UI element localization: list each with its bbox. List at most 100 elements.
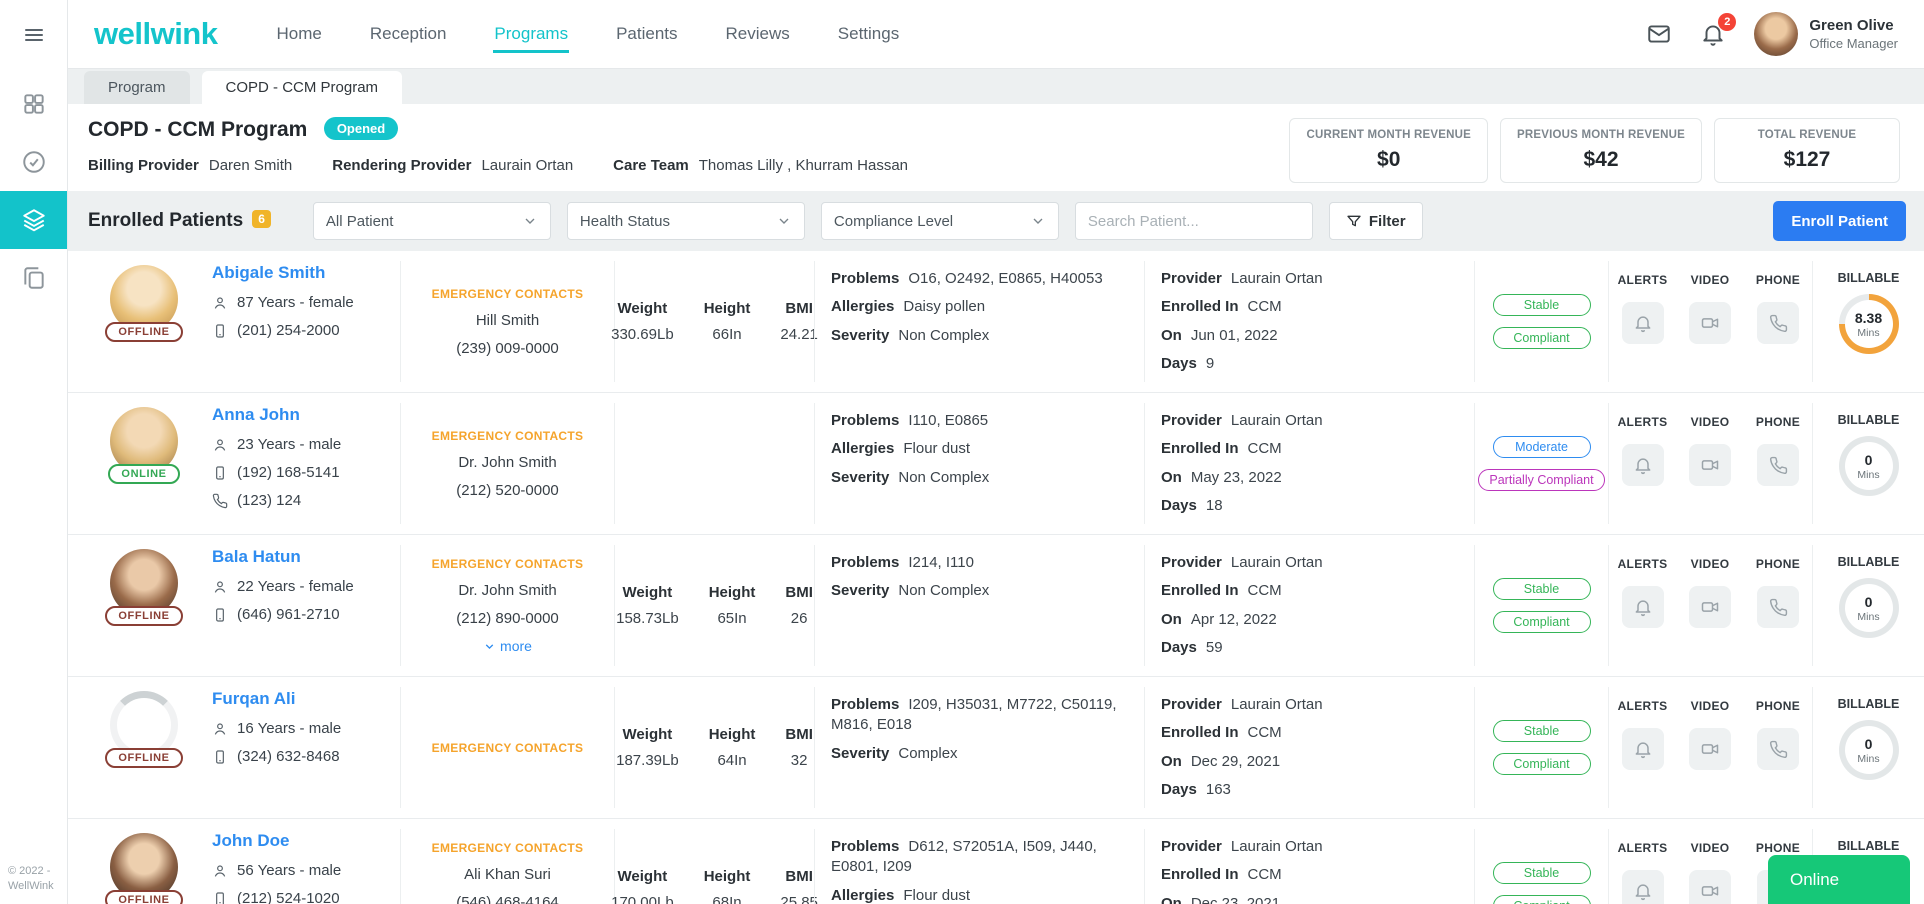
alerts-label: ALERTS [1617,557,1668,571]
user-menu[interactable]: Green Olive Office Manager [1754,12,1898,56]
sidebar-item-tasks[interactable] [0,133,67,191]
patient-phone: (646) 961-2710 [237,606,340,623]
more-link[interactable]: more [483,638,532,654]
provider-label: Provider [1161,270,1222,287]
sidebar-item-programs[interactable] [0,191,67,249]
compliance-level-select[interactable]: Compliance Level [820,202,1059,240]
height-value: 68In [712,894,742,904]
main-content: Program COPD - CCM Program COPD - CCM Pr… [68,0,1924,904]
video-cell: VIDEO [1676,829,1744,904]
patient-name-link[interactable]: Abigale Smith [212,263,326,282]
patient-avatar[interactable] [110,549,178,617]
avatar-cell: OFFLINE [84,687,204,808]
enrollment-cell: Provider Laurain Ortan Enrolled In CCM On J… [1144,261,1474,382]
program-tabs: Program COPD - CCM Program [68,69,1924,104]
patient-name-link[interactable]: John Doe [212,831,290,850]
tab-copd-ccm-program[interactable]: COPD - CCM Program [201,71,403,104]
problems-label: Problems [831,554,900,571]
alerts-button[interactable] [1621,728,1664,770]
nav-item-reviews[interactable]: Reviews [725,23,790,43]
allergies-label: Allergies [831,298,895,316]
patient-name-link[interactable]: Anna John [212,405,300,424]
patient-count-badge: 6 [252,210,271,228]
nav-item-patients[interactable]: Patients [616,23,678,43]
nav-item-settings[interactable]: Settings [837,23,900,43]
search-input[interactable] [1074,202,1313,240]
enroll-patient-button[interactable]: Enroll Patient [1773,201,1906,241]
tab-program[interactable]: Program [84,71,190,104]
video-call-button[interactable] [1689,586,1731,628]
problems-cell: Problems D612, S72051A, I509, J440, E0801… [814,829,1144,904]
health-status-badge[interactable]: Moderate [1492,436,1591,458]
patient-avatar[interactable] [110,265,178,333]
video-call-button[interactable] [1689,728,1731,770]
patient-list: OFFLINE Abigale Smith 87 Years - female … [68,251,1924,904]
phone-call-button[interactable] [1757,302,1799,344]
alert-bell-icon [1633,739,1653,759]
weight-value: 158.73Lb [616,610,679,627]
patient-name-link[interactable]: Bala Hatun [212,547,301,566]
patient-filter-select[interactable]: All Patient [312,202,551,240]
patient-name-link[interactable]: Furqan Ali [212,689,296,708]
presence-badge: OFFLINE [105,890,183,904]
alerts-button[interactable] [1621,444,1664,486]
video-call-button[interactable] [1689,444,1731,486]
billable-cell: BILLABLE 0 Mins [1812,687,1924,808]
menu-icon[interactable] [0,0,67,69]
compliance-badge[interactable]: Partially Compliant [1478,469,1605,491]
nav-item-reception[interactable]: Reception [369,23,447,43]
compliance-badge[interactable]: Compliant [1492,895,1591,904]
health-status-badge[interactable]: Stable [1492,862,1591,884]
patient-avatar[interactable] [110,833,178,901]
alerts-button[interactable] [1621,870,1664,904]
phone-icon [212,493,228,509]
health-status-badge[interactable]: Stable [1492,720,1591,742]
patient-avatar[interactable] [110,407,178,475]
nav-item-home[interactable]: Home [276,23,322,43]
days-value: 163 [1205,780,1231,798]
billable-unit: Mins [1857,752,1880,765]
video-label: VIDEO [1690,273,1730,287]
phone-call-button[interactable] [1757,444,1799,486]
mail-icon[interactable] [1646,21,1672,47]
video-cell: VIDEO [1676,261,1744,382]
sidebar-item-dashboard[interactable] [0,75,67,133]
phone-cell: PHONE [1744,403,1812,524]
video-call-button[interactable] [1689,870,1731,904]
bell-icon[interactable]: 2 [1700,13,1737,47]
brand-logo[interactable]: wellwink [94,16,218,51]
alerts-button[interactable] [1621,586,1664,628]
problems-cell: Problems I214, I110 Severity Non Complex [814,545,1144,666]
allergies-label: Allergies [831,440,895,458]
alerts-cell: ALERTS [1608,829,1676,904]
health-status-badge[interactable]: Stable [1492,294,1591,316]
emergency-contacts-cell: EMERGENCY CONTACTS Dr. John Smith (212) … [400,545,614,666]
phone-call-button[interactable] [1757,586,1799,628]
health-status-select[interactable]: Health Status [566,202,805,240]
health-status-badge[interactable]: Stable [1492,578,1591,600]
status-badges-cell: Moderate Partially Compliant [1474,403,1608,524]
phone-label: PHONE [1755,273,1801,287]
billable-label: BILLABLE [1837,839,1900,853]
filter-button[interactable]: Filter [1328,202,1423,240]
video-call-button[interactable] [1689,302,1731,344]
provider-label: Provider [1161,412,1222,429]
compliance-badge[interactable]: Compliant [1492,327,1591,349]
compliance-badge[interactable]: Compliant [1492,611,1591,633]
alerts-button[interactable] [1621,302,1664,344]
sidebar-item-documents[interactable] [0,249,67,307]
compliance-badge[interactable]: Compliant [1492,753,1591,775]
emergency-contact-phone: (239) 009-0000 [456,339,559,357]
emergency-contact-phone: (546) 468-4164 [456,894,559,904]
dashboard-icon [21,91,47,117]
weight-value: 170.00Lb [611,894,674,904]
person-icon [212,295,228,311]
nav-item-programs[interactable]: Programs [493,16,570,53]
patient-phone2: (123) 124 [237,492,302,509]
revenue-cards: CURRENT MONTH REVENUE $0 PREVIOUS MONTH … [1289,118,1900,183]
emergency-contacts-label: EMERGENCY CONTACTS [431,286,584,301]
bmi-label: BMI [785,868,813,885]
bmi-value: 24.21 [780,326,818,343]
video-icon [1700,455,1720,475]
phone-call-button[interactable] [1757,728,1799,770]
